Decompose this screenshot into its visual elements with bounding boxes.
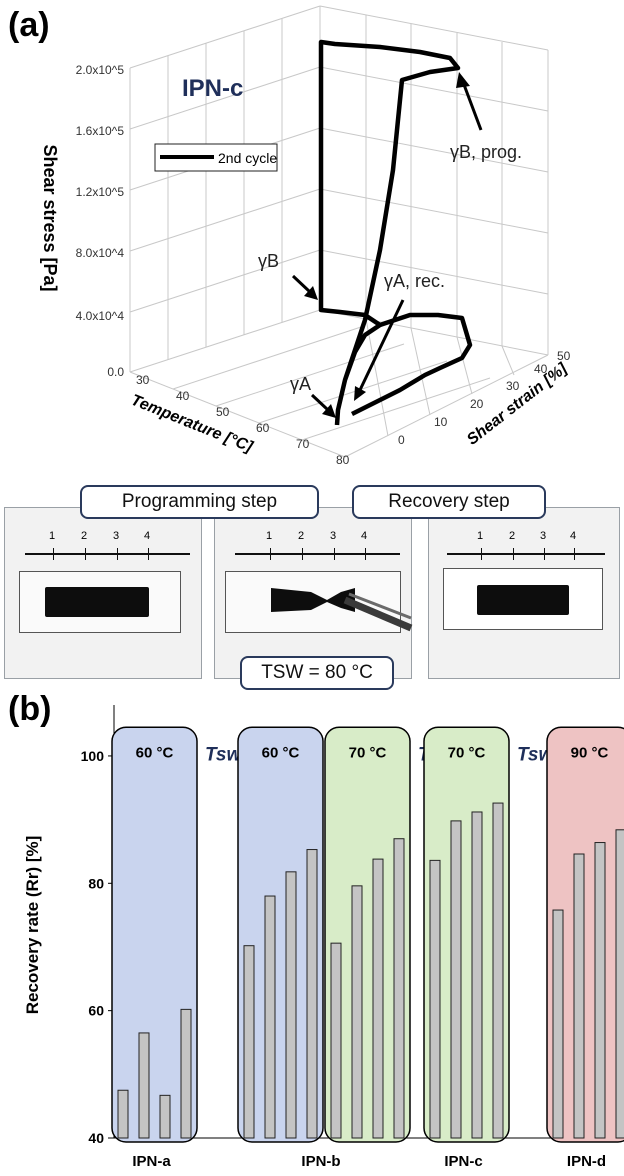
bar-y-axis-title: Recovery rate (Rr) [%]	[23, 836, 42, 1015]
cycle-curve	[318, 39, 473, 426]
ruler	[447, 553, 605, 555]
temperature-label: 60 °C	[136, 744, 174, 761]
x-tick: 30	[136, 373, 150, 387]
bar	[159, 1094, 171, 1139]
ruler-label: 3	[540, 530, 547, 542]
bar	[264, 895, 276, 1139]
photo-original: 1 2 3 4	[4, 507, 202, 679]
y-tick: 50	[557, 349, 571, 363]
panel-b-label: (b)	[8, 690, 52, 728]
z-tick: 1.2x10^5	[76, 185, 125, 199]
bar	[330, 942, 342, 1139]
y-tick-label: 100	[81, 748, 105, 764]
temperature-highlight	[324, 726, 411, 1143]
ruler-label: 4	[144, 530, 151, 542]
bar	[615, 829, 624, 1139]
bar	[285, 871, 297, 1139]
ruler-label: 2	[509, 530, 516, 542]
ruler-label: 2	[298, 530, 305, 542]
temperature-label: 70 °C	[349, 744, 387, 761]
bar	[351, 885, 363, 1139]
y-tick-label: 60	[88, 1003, 104, 1019]
z-tick: 4.0x10^4	[76, 309, 125, 323]
photo-programmed: 1 2 3 4	[214, 507, 413, 679]
bar	[471, 811, 483, 1139]
z-tick: 2.0x10^5	[76, 63, 125, 77]
ruler-label: 1	[266, 530, 273, 542]
gamma-a-label: γA	[290, 374, 311, 394]
y-tick: 10	[434, 415, 448, 429]
recovery-step-label: Recovery step	[352, 485, 546, 519]
z-tick: 1.6x10^5	[76, 124, 125, 138]
bar	[594, 842, 606, 1139]
bar	[450, 820, 462, 1139]
ruler-label: 3	[113, 530, 120, 542]
temperature-label: 90 °C	[571, 744, 609, 761]
ruler-label: 3	[330, 530, 337, 542]
y-tick: 0	[398, 433, 405, 447]
tsw-80-label: TSW = 80 °C	[240, 656, 394, 690]
gamma-a-rec-label: γA, rec.	[384, 271, 445, 291]
legend-label: 2nd cycle	[218, 150, 277, 166]
programming-step-label: Programming step	[80, 485, 319, 519]
tweezers	[343, 596, 413, 632]
bar	[243, 945, 255, 1139]
tsw-label: Tsw	[517, 744, 554, 765]
ruler-label: 4	[361, 530, 368, 542]
x-tick: 40	[176, 389, 190, 403]
y-tick: 30	[506, 379, 520, 393]
legend: 2nd cycle	[154, 143, 278, 172]
x-tick: 50	[216, 405, 230, 419]
temperature-label: 60 °C	[262, 744, 300, 761]
z-axis: 0.0 4.0x10^4 8.0x10^4 1.2x10^5 1.6x10^5 …	[40, 63, 124, 379]
ruler-label: 1	[477, 530, 484, 542]
ruler	[25, 553, 190, 555]
box-grid	[129, 5, 549, 458]
panel-a-label: (a)	[8, 6, 50, 44]
bar	[306, 849, 318, 1139]
x-category-label: IPN-b	[301, 1153, 340, 1170]
x-category-label: IPN-c	[444, 1153, 482, 1170]
bar	[492, 802, 504, 1139]
chart-3d: IPN-c 2nd cycle γB, prog. γB γA, rec. γA…	[40, 5, 571, 467]
z-tick: 8.0x10^4	[76, 246, 125, 260]
bar	[372, 858, 384, 1139]
ruler	[235, 553, 400, 555]
ruler-label: 4	[570, 530, 577, 542]
gamma-b-prog-label: γB, prog.	[450, 142, 522, 162]
x-tick: 80	[336, 453, 350, 467]
x-tick: 70	[296, 437, 310, 451]
y-tick: 40	[534, 362, 548, 376]
bar	[117, 1089, 129, 1139]
bar	[552, 909, 564, 1139]
ruler-label: 2	[81, 530, 88, 542]
twisted-sample	[271, 588, 413, 632]
bar	[429, 859, 441, 1139]
annotation-arrows	[291, 72, 483, 418]
bar	[573, 853, 585, 1139]
temperature-highlight	[237, 726, 324, 1143]
gamma-b-label: γB	[258, 251, 279, 271]
bar	[393, 838, 405, 1139]
temperature-highlight	[423, 726, 510, 1143]
tsw-label: Tsw	[205, 744, 242, 765]
x-tick: 60	[256, 421, 270, 435]
temperature-label: 70 °C	[448, 744, 486, 761]
x-category-label: IPN-d	[567, 1153, 606, 1170]
y-tick-label: 80	[88, 875, 104, 891]
x-category-label: IPN-a	[132, 1153, 171, 1170]
sample-bar	[477, 585, 569, 615]
y-tick-label: 40	[88, 1130, 104, 1146]
ruler-label: 1	[49, 530, 56, 542]
y-tick: 20	[470, 397, 484, 411]
z-axis-title: Shear stress [Pa]	[40, 144, 60, 291]
bar	[138, 1032, 150, 1139]
photo-recovered: 1 2 3 4	[428, 507, 620, 679]
z-tick: 0.0	[107, 365, 124, 379]
plot-title: IPN-c	[182, 75, 243, 102]
temperature-highlight	[111, 726, 198, 1143]
bar	[180, 1008, 192, 1139]
sample-bar	[45, 587, 149, 617]
